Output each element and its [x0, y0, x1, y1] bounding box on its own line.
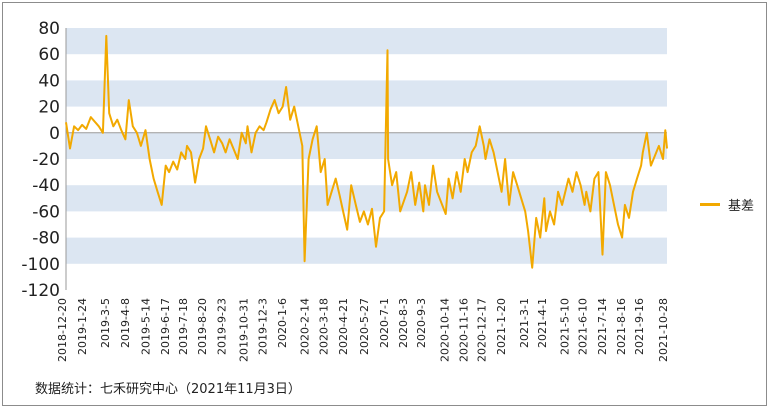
x-tick-label: 2020-2-14: [299, 298, 312, 355]
x-tick-label: 2019-3-5: [99, 298, 112, 348]
y-tick-label: -20: [32, 150, 60, 170]
x-tick-label: 2019-1-24: [76, 298, 89, 355]
x-tick-label: 2019-4-8: [119, 298, 132, 348]
x-tick-label: 2019-8-20: [196, 298, 209, 355]
series-group: [65, 34, 668, 269]
y-tick-label: 40: [38, 71, 60, 91]
y-tick-label: -80: [32, 229, 60, 249]
y-tick-label: -60: [32, 202, 60, 222]
x-tick-label: 2021-5-10: [558, 298, 571, 355]
axes: [65, 28, 667, 290]
x-tick-label: 2021-8-16: [615, 298, 628, 355]
x-tick-label: 2021-1-20: [495, 298, 508, 355]
x-tick-label: 2020-3-18: [318, 298, 331, 355]
source-note: 数据统计：七禾研究中心（2021年11月3日）: [35, 382, 301, 397]
legend: 基差: [700, 195, 754, 214]
x-tick-label: 2020-9-3: [415, 298, 428, 348]
x-axis-ticks: 2018-12-20 2019-1-24 2019-3-5 2019-4-8 2019-…: [56, 298, 670, 362]
x-tick-label: 2019-7-18: [177, 298, 190, 355]
y-tick-label: 0: [49, 124, 60, 144]
x-tick-label: 2019-6-17: [159, 298, 172, 355]
y-tick-label: -40: [32, 176, 60, 196]
x-tick-label: 2021-9-16: [633, 298, 646, 355]
y-tick-label: -120: [21, 281, 60, 301]
x-tick-label: 2020-7-1: [378, 298, 391, 348]
x-tick-label: 2019-12-3: [257, 298, 270, 355]
x-tick-label: 2021-3-1: [518, 298, 531, 348]
x-tick-label: 2021-7-14: [596, 298, 609, 355]
y-tick-label: 20: [38, 98, 60, 118]
grid-bands: [66, 28, 667, 264]
x-tick-label: 2020-10-14: [439, 298, 452, 362]
grid-band: [66, 237, 667, 264]
grid-band: [66, 80, 667, 107]
x-tick-label: 2021-6-10: [576, 298, 589, 355]
x-tick-label: 2020-1-6: [276, 298, 289, 348]
x-tick-label: 2020-5-27: [358, 298, 371, 355]
x-tick-label: 2019-9-23: [216, 298, 229, 355]
y-axis-ticks: 80 60 40 20 0 -20 -40 -60 -80 -100 -120: [21, 19, 60, 301]
x-tick-label: 2020-4-21: [337, 298, 350, 355]
grid-band: [66, 132, 667, 159]
x-tick-label: 2019-10-31: [238, 298, 251, 362]
y-tick-label: 60: [38, 45, 60, 65]
legend-label-basis: 基差: [728, 199, 755, 214]
y-tick-label: 80: [38, 19, 60, 39]
x-tick-label: 2020-11-16: [458, 298, 471, 362]
series-line-basis: [65, 34, 668, 269]
x-tick-label: 2019-5-14: [140, 298, 153, 355]
grid-band: [66, 28, 667, 55]
x-tick-label: 2018-12-20: [56, 298, 69, 362]
x-tick-label: 2020-8-3: [397, 298, 410, 348]
legend-swatch-basis: [700, 203, 720, 206]
x-tick-label: 2021-10-28: [657, 298, 670, 362]
y-tick-label: -100: [21, 255, 60, 275]
x-tick-label: 2021-4-1: [536, 298, 549, 348]
x-tick-label: 2020-12-17: [475, 298, 488, 362]
